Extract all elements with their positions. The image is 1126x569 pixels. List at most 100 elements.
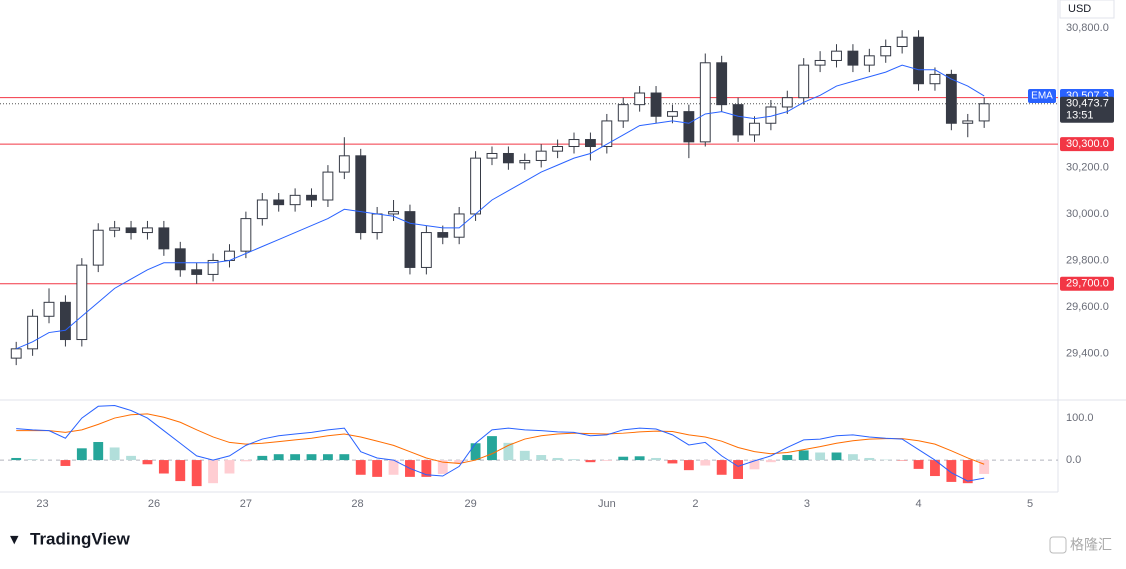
candle-body [700, 63, 710, 142]
candle-body [11, 349, 21, 358]
candle-body [421, 233, 431, 268]
candle-body [438, 233, 448, 238]
x-tick-label: 23 [36, 498, 48, 510]
histogram-bar [208, 460, 218, 483]
histogram-bar [651, 458, 661, 460]
candle-body [44, 302, 54, 316]
candle-body [503, 153, 513, 162]
candle-body [471, 158, 481, 214]
candle-body [175, 249, 185, 270]
candle-body [126, 228, 136, 233]
candle-body [290, 195, 300, 204]
histogram-bar [126, 456, 136, 460]
histogram-bar [471, 443, 481, 460]
candle-body [848, 51, 858, 65]
histogram-bar [339, 454, 349, 460]
candle-body [782, 98, 792, 107]
histogram-bar [668, 460, 678, 463]
candle-body [77, 265, 87, 339]
currency: USD [1068, 3, 1091, 15]
candle-body [143, 228, 153, 233]
histogram-bar [487, 436, 497, 460]
histogram-bar [569, 459, 579, 460]
candle-body [487, 153, 497, 158]
histogram-bar [848, 454, 858, 460]
candle-body [274, 200, 284, 205]
brand-icon: ▾ [10, 529, 19, 548]
x-tick-label: 27 [240, 498, 252, 510]
histogram-bar [536, 455, 546, 460]
histogram-bar [241, 460, 251, 461]
candle-body [110, 228, 120, 230]
histogram-bar [832, 453, 842, 461]
x-tick-label: Jun [598, 498, 616, 510]
histogram-bar [159, 460, 169, 473]
histogram-bar [979, 460, 989, 474]
x-tick-label: 2 [692, 498, 698, 510]
histogram-bar [77, 448, 87, 460]
candle-body [946, 74, 956, 123]
candle-body [750, 123, 760, 135]
candle-body [684, 112, 694, 142]
price-label: 29,700.0 [1066, 278, 1109, 290]
candle-body [192, 270, 202, 275]
histogram-bar [766, 460, 776, 462]
candle-body [864, 56, 874, 65]
histogram-bar [782, 455, 792, 460]
histogram-bar [602, 460, 612, 461]
candle-body [963, 121, 973, 123]
ema-line [16, 65, 984, 349]
histogram-bar [520, 451, 530, 460]
histogram-bar [323, 454, 333, 460]
candle-body [553, 147, 563, 152]
candle-body [536, 151, 546, 160]
histogram-bar [61, 460, 71, 466]
histogram-bar [750, 460, 760, 469]
histogram-bar [11, 458, 21, 460]
candle-body [241, 219, 251, 252]
candle-body [389, 212, 399, 214]
histogram-bar [372, 460, 382, 477]
histogram-bar [356, 460, 366, 475]
last-price-label: 30,473.7 [1066, 98, 1109, 110]
histogram-bar [257, 456, 267, 460]
histogram-bar [733, 460, 743, 479]
histogram-bar [635, 456, 645, 460]
candle-body [897, 37, 907, 46]
histogram-bar [815, 453, 825, 461]
histogram-bar [553, 458, 563, 460]
histogram-bar [290, 454, 300, 460]
y-tick-label: 0.0 [1066, 454, 1081, 466]
histogram-bar [914, 460, 924, 469]
candle-body [339, 156, 349, 172]
candle-body [832, 51, 842, 60]
candle-body [668, 112, 678, 117]
candle-body [635, 93, 645, 105]
x-tick-label: 5 [1027, 498, 1033, 510]
histogram-bar [586, 460, 596, 462]
histogram-bar [618, 457, 628, 460]
candle-body [93, 230, 103, 265]
candle-body [799, 65, 809, 98]
countdown: 13:51 [1066, 110, 1094, 122]
candle-body [914, 37, 924, 84]
histogram-bar [274, 454, 284, 460]
candle-body [323, 172, 333, 200]
histogram-bar [946, 460, 956, 482]
x-tick-label: 28 [351, 498, 363, 510]
candle-body [569, 140, 579, 147]
watermark: 格隆汇 [1070, 537, 1112, 553]
y-tick-label: 29,400.0 [1066, 347, 1109, 359]
histogram-bar [700, 460, 710, 465]
x-tick-label: 29 [465, 498, 477, 510]
candle-body [372, 214, 382, 233]
histogram-bar [799, 450, 809, 460]
histogram-bar [28, 459, 38, 460]
y-tick-label: 29,600.0 [1066, 301, 1109, 313]
histogram-bar [175, 460, 185, 481]
candle-body [307, 195, 317, 200]
watermark-icon [1050, 537, 1066, 553]
histogram-bar [93, 442, 103, 460]
x-tick-label: 4 [915, 498, 921, 510]
